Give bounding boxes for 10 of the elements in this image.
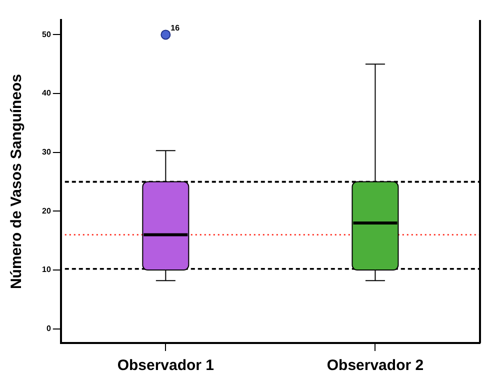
y-axis-title: Número de Vasos Sanguíneos [8,74,26,290]
x-tick-label: Observador 2 [326,357,424,374]
y-tick-label: 40 [42,88,52,98]
y-tick-label: 50 [42,30,52,39]
x-tick-label: Observador 1 [117,357,214,374]
y-tick-label: 30 [42,148,52,157]
y-tick-label: 20 [42,206,52,216]
annotation: 16 [170,24,180,33]
y-tick-label: 10 [42,265,52,274]
y-tick-label: 0 [46,324,52,334]
